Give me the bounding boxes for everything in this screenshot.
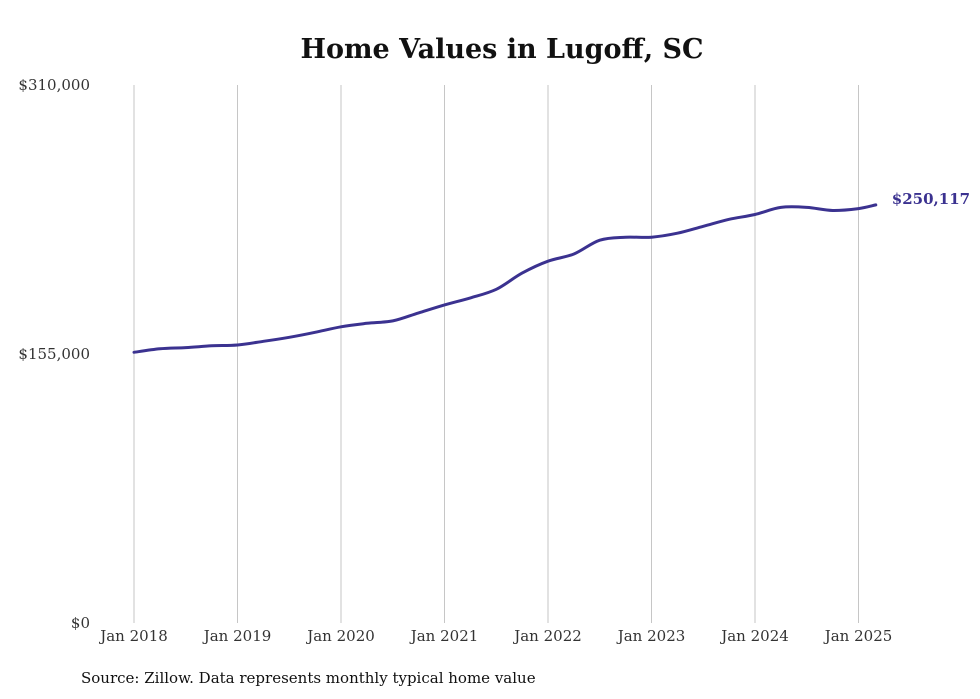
x-axis-ticks: Jan 2018 Jan 2019 Jan 2020 Jan 2021 Jan 2022… [98,627,892,645]
end-value-label: $250,117 [892,190,970,208]
x-tick-label: Jan 2020 [305,627,375,645]
x-tick-label: Jan 2019 [202,627,272,645]
source-note: Source: Zillow. Data represents monthly … [81,669,536,687]
x-tick-label: Jan 2022 [512,627,582,645]
gridlines [133,85,859,623]
y-tick-label: $0 [71,614,90,632]
x-tick-label: Jan 2021 [409,627,479,645]
x-tick-label: Jan 2018 [98,627,168,645]
y-tick-label: $155,000 [18,345,90,363]
series-line-home-value [132,203,878,354]
y-tick-label: $310,000 [18,76,90,94]
chart-title: Home Values in Lugoff, SC [300,34,703,65]
x-tick-label: Jan 2023 [616,627,686,645]
y-axis-ticks: $0 $155,000 $310,000 [18,76,90,632]
x-tick-label: Jan 2025 [823,627,893,645]
x-tick-label: Jan 2024 [719,627,789,645]
